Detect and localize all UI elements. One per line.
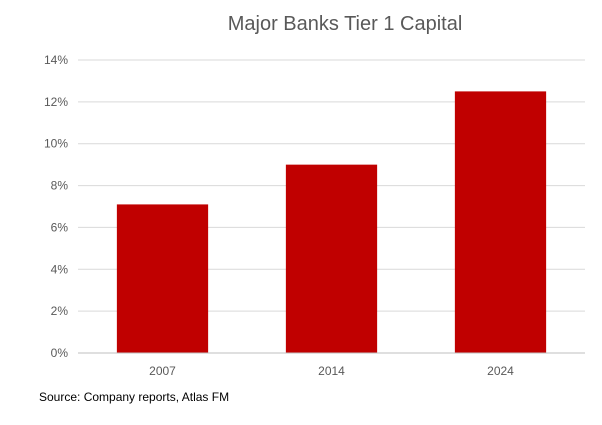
y-tick-label: 8%	[51, 179, 69, 193]
y-tick-label: 4%	[51, 262, 69, 276]
bar-2024	[454, 91, 547, 354]
y-tick-label: 6%	[51, 220, 69, 234]
bar-2014	[285, 164, 378, 353]
y-tick-label: 10%	[44, 137, 68, 151]
x-tick-label: 2014	[318, 364, 345, 378]
x-tick-label: 2024	[487, 364, 514, 378]
bar-2007	[116, 204, 209, 353]
y-tick-label: 2%	[51, 304, 69, 318]
chart-title: Major Banks Tier 1 Capital	[228, 13, 463, 35]
y-axis-tick-labels: 0% 2% 4% 6% 8% 10% 12% 14%	[44, 53, 68, 360]
source-note: Source: Company reports, Atlas FM	[39, 390, 230, 404]
y-tick-label: 0%	[51, 346, 69, 360]
x-axis-tick-labels: 2007 2014 2024	[149, 364, 514, 378]
y-tick-label: 12%	[44, 95, 68, 109]
y-tick-label: 14%	[44, 53, 68, 67]
x-tick-label: 2007	[149, 364, 176, 378]
bars	[116, 91, 547, 354]
